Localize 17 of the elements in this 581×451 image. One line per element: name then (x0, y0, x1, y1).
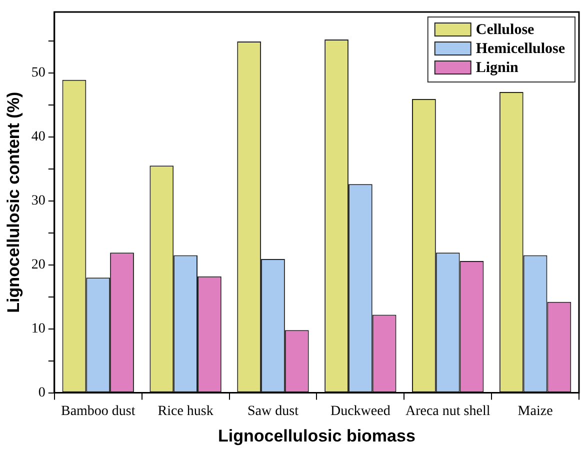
x-axis-title: Lignocellulosic biomass (218, 426, 416, 446)
legend-label: Lignin (476, 60, 520, 76)
x-tick-label: Areca nut shell (405, 404, 490, 419)
legend-label: Hemicellulose (476, 40, 566, 57)
y-tick-label: 50 (31, 65, 46, 80)
y-tick-label: 20 (31, 257, 46, 272)
x-tick-label: Duckweed (330, 404, 390, 419)
y-tick-label: 10 (31, 321, 46, 336)
y-tick-label: 40 (31, 129, 46, 144)
y-tick-label: 0 (38, 385, 46, 400)
x-tick-label: Rice husk (158, 404, 214, 419)
x-tick-label: Bamboo dust (60, 404, 136, 419)
legend-label: Cellulose (476, 22, 535, 38)
x-tick-label: Saw dust (248, 404, 299, 419)
x-tick-label: Maize (518, 404, 553, 419)
y-tick-label: 30 (31, 193, 46, 208)
y-axis-title: Lignocellulosic content (%) (4, 92, 23, 313)
